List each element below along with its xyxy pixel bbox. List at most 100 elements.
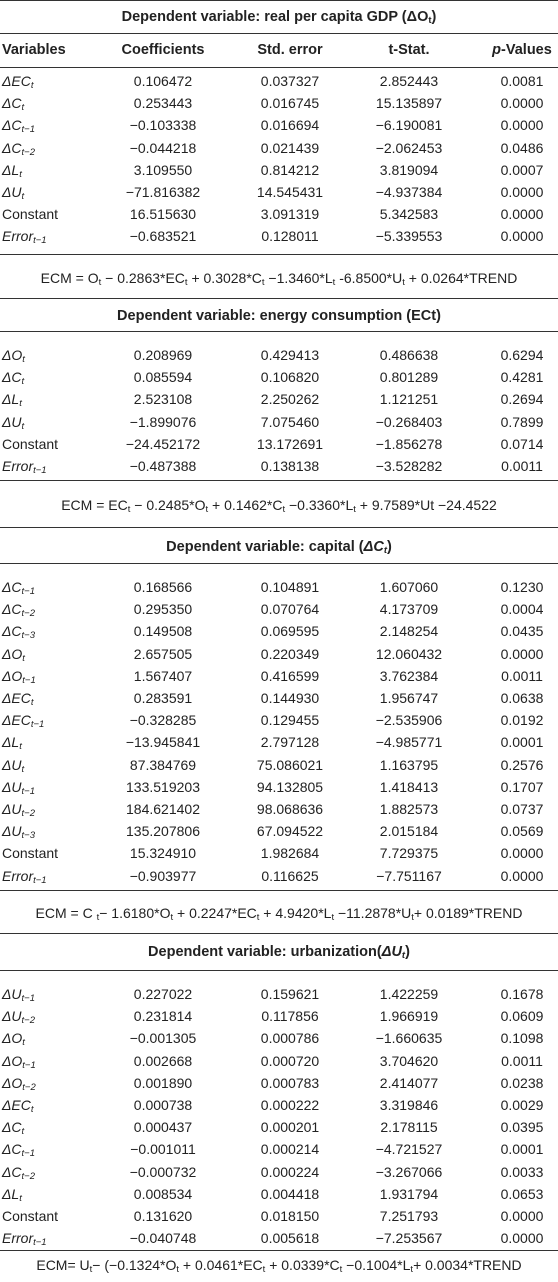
p-value-cell: 0.0000 xyxy=(500,867,544,884)
table-row: Errort−1 −0.487388 0.138138 −3.528282 0.0011 xyxy=(0,456,558,476)
variable-subscript: t−2 xyxy=(21,146,35,158)
title-var: ΔC xyxy=(363,539,384,555)
table-row: ΔOt 0.208969 0.429413 0.486638 0.6294 xyxy=(0,345,558,365)
t-stat-cell: 2.414077 xyxy=(379,1074,439,1091)
coefficient-cell: −0.040748 xyxy=(129,1230,197,1247)
p-value-cell: 0.1230 xyxy=(500,579,544,595)
variable-name: Error xyxy=(2,1230,34,1247)
title-sub: t xyxy=(428,15,432,26)
coefficient-cell: 0.283591 xyxy=(133,690,193,706)
table-row: ΔUt−3 135.207806 67.094522 2.015184 0.0569 xyxy=(0,821,558,841)
p-value-cell: 0.0486 xyxy=(500,139,544,156)
variable-name: ΔC xyxy=(2,1163,22,1180)
coefficient-cell: 0.149508 xyxy=(133,623,193,640)
std-error-cell: 3.091319 xyxy=(260,206,320,223)
coefficient-cell: −13.945841 xyxy=(125,734,201,751)
title-suffix: ) xyxy=(431,9,437,25)
rule xyxy=(0,933,558,934)
p-value-cell: 0.0000 xyxy=(500,645,544,662)
t-stat-cell: 1.163795 xyxy=(379,756,439,773)
p-value-cell: 0.0000 xyxy=(500,206,544,223)
rule xyxy=(0,1250,558,1251)
variable-name: ΔC xyxy=(2,1119,22,1136)
table-row: ΔUt −1.899076 7.075460 −0.268403 0.7899 xyxy=(0,412,558,432)
rule xyxy=(0,67,558,68)
variable-cell: ΔCt−2 xyxy=(2,138,35,158)
variable-cell: Constant xyxy=(2,434,58,454)
p-value-cell: 0.1678 xyxy=(500,986,544,1002)
std-error-cell: 1.982684 xyxy=(260,845,320,862)
p-value-cell: 0.0000 xyxy=(500,95,544,112)
variable-name: ΔC xyxy=(2,369,22,386)
variable-cell: ΔCt−3 xyxy=(2,621,35,641)
p-value-cell: 0.0011 xyxy=(501,1052,543,1069)
variable-name: ΔO xyxy=(2,1030,23,1047)
variable-name: ΔU xyxy=(2,1008,22,1025)
p-value-cell: 0.0192 xyxy=(500,712,544,729)
variable-subscript: t−3 xyxy=(21,830,35,842)
coefficient-cell: −1.899076 xyxy=(129,413,197,430)
variable-cell: Errort−1 xyxy=(2,456,47,476)
p-value-cell: 0.0001 xyxy=(500,734,544,751)
table-row: Constant −24.452172 13.172691 −1.856278 0.07… xyxy=(0,434,558,454)
variable-subscript: t xyxy=(19,1192,22,1204)
variable-cell: ΔCt−1 xyxy=(2,1139,35,1159)
variable-subscript: t xyxy=(21,420,25,432)
p-value-cell: 0.0000 xyxy=(500,845,544,862)
p-value-cell: 0.7899 xyxy=(500,413,544,430)
ecm-equation-gdp: ECM = Ot − 0.2863*ECt + 0.3028*Ct −1.346… xyxy=(40,270,518,288)
title-sub: t xyxy=(383,545,387,556)
variable-cell: Errort−1 xyxy=(2,866,47,886)
std-error-cell: 13.172691 xyxy=(256,435,324,452)
p-value-cell: 0.0000 xyxy=(500,184,544,200)
std-error-cell: 75.086021 xyxy=(256,756,324,773)
std-error-cell: 0.037327 xyxy=(260,73,320,89)
coefficient-cell: 0.131620 xyxy=(133,1208,193,1224)
variable-cell: ΔCt xyxy=(2,93,24,113)
title-text: Dependent variable: real per capita GDP … xyxy=(121,9,407,25)
variable-name: Constant xyxy=(2,845,59,862)
variable-cell: ΔOt−1 xyxy=(2,1051,36,1071)
variable-subscript: t xyxy=(30,1104,34,1115)
std-error-cell: 0.416599 xyxy=(260,667,320,684)
std-error-cell: 98.068636 xyxy=(256,801,324,817)
variable-subscript: t−3 xyxy=(21,630,35,642)
variable-name: ΔO xyxy=(2,1052,23,1069)
variable-subscript: t xyxy=(21,1126,25,1138)
section-title-energy: Dependent variable: energy consumption (… xyxy=(117,308,441,324)
t-stat-cell: 0.486638 xyxy=(379,347,439,363)
rule xyxy=(0,890,558,891)
variable-subscript: t−1 xyxy=(33,465,47,476)
variable-cell: ΔCt−1 xyxy=(2,115,35,135)
table-row: ΔCt−1 −0.103338 0.016694 −6.190081 0.0000 xyxy=(0,115,558,135)
variable-subscript: t−2 xyxy=(21,808,35,819)
title-suffix: ) xyxy=(386,539,392,555)
variable-cell: Constant xyxy=(2,843,58,863)
t-stat-cell: 3.319846 xyxy=(379,1097,439,1113)
variable-name: ΔC xyxy=(2,601,22,618)
table-row: ΔOt−1 1.567407 0.416599 3.762384 0.0011 xyxy=(0,666,558,686)
variable-cell: ΔUt xyxy=(2,412,24,432)
title-text: Dependent variable: capital ( xyxy=(166,539,364,555)
coefficient-cell: 15.324910 xyxy=(129,845,197,862)
variable-cell: ΔECt xyxy=(2,1095,33,1115)
std-error-cell: 0.070764 xyxy=(260,601,320,618)
coefficient-cell: 2.657505 xyxy=(133,645,193,662)
p-value-cell: 0.0001 xyxy=(500,1141,544,1158)
std-error-cell: 0.000222 xyxy=(260,1097,320,1113)
coefficient-cell: 1.567407 xyxy=(133,667,193,684)
std-error-cell: 0.117856 xyxy=(261,1008,319,1025)
variable-name: ΔO xyxy=(2,1074,23,1091)
p-value-cell: 0.0007 xyxy=(500,161,544,178)
header-std-error: Std. error xyxy=(257,42,323,58)
coefficient-cell: −0.103338 xyxy=(129,117,197,134)
variable-name: ΔEC xyxy=(2,690,31,706)
rule xyxy=(0,33,558,34)
t-stat-cell: −6.190081 xyxy=(375,117,443,134)
title-text: Dependent variable: urbanization( xyxy=(148,944,382,960)
t-stat-cell: 2.178115 xyxy=(380,1119,438,1136)
table-row: ΔLt 2.523108 2.250262 1.121251 0.2694 xyxy=(0,389,558,409)
variable-subscript: t xyxy=(22,1037,25,1049)
variable-name: ΔL xyxy=(2,734,20,751)
variable-cell: ΔCt−2 xyxy=(2,599,35,619)
